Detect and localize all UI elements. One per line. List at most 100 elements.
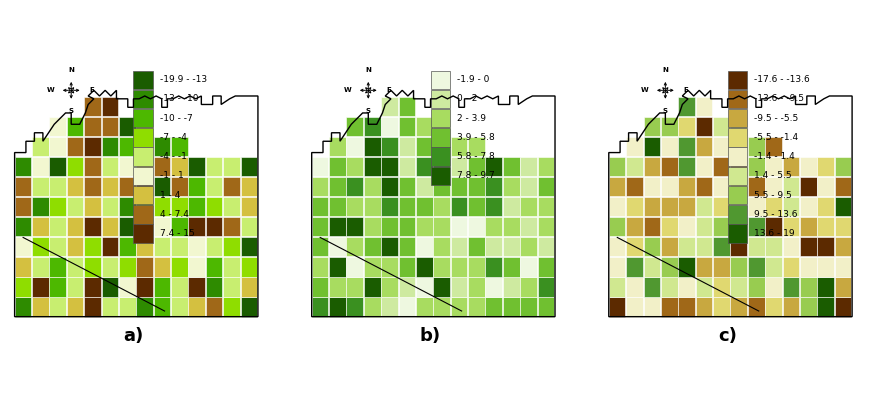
- Bar: [643, 197, 660, 217]
- Bar: [136, 157, 153, 176]
- Bar: [537, 298, 553, 317]
- Bar: [678, 157, 695, 176]
- Bar: [433, 257, 450, 276]
- Bar: [119, 117, 135, 136]
- Bar: [346, 277, 363, 297]
- Bar: [727, 167, 746, 185]
- Bar: [101, 157, 118, 176]
- Bar: [346, 197, 363, 217]
- Bar: [626, 217, 642, 236]
- Bar: [346, 137, 363, 156]
- Bar: [223, 277, 240, 297]
- Bar: [67, 157, 83, 176]
- Bar: [433, 117, 450, 136]
- Bar: [660, 177, 677, 196]
- Bar: [643, 137, 660, 156]
- Bar: [713, 237, 729, 256]
- Bar: [485, 277, 502, 297]
- Bar: [171, 137, 188, 156]
- Bar: [485, 157, 502, 176]
- Bar: [311, 277, 328, 297]
- Bar: [816, 157, 833, 176]
- Bar: [816, 277, 833, 297]
- Text: 9.5 - 13.6: 9.5 - 13.6: [754, 210, 797, 219]
- Bar: [519, 177, 536, 196]
- Bar: [608, 197, 625, 217]
- Bar: [240, 157, 257, 176]
- Bar: [468, 157, 485, 176]
- Text: -1 - 1: -1 - 1: [160, 171, 184, 180]
- Bar: [799, 217, 815, 236]
- Bar: [519, 277, 536, 297]
- Bar: [84, 298, 101, 317]
- Bar: [608, 298, 625, 317]
- Bar: [626, 177, 642, 196]
- Bar: [781, 298, 798, 317]
- Bar: [32, 177, 48, 196]
- Bar: [364, 177, 380, 196]
- Text: -5.5 - -1.4: -5.5 - -1.4: [754, 133, 797, 142]
- Bar: [643, 217, 660, 236]
- Bar: [240, 298, 257, 317]
- Bar: [781, 257, 798, 276]
- Bar: [643, 177, 660, 196]
- Bar: [206, 217, 223, 236]
- Bar: [189, 157, 205, 176]
- Bar: [119, 157, 135, 176]
- Text: 2 - 3.9: 2 - 3.9: [457, 114, 485, 123]
- Bar: [189, 277, 205, 297]
- Bar: [171, 197, 188, 217]
- Bar: [608, 237, 625, 256]
- Bar: [189, 217, 205, 236]
- Bar: [643, 257, 660, 276]
- Bar: [101, 137, 118, 156]
- Bar: [206, 277, 223, 297]
- Bar: [816, 257, 833, 276]
- Bar: [799, 257, 815, 276]
- Bar: [364, 237, 380, 256]
- Bar: [154, 257, 170, 276]
- Bar: [485, 197, 502, 217]
- Bar: [49, 117, 66, 136]
- Bar: [764, 177, 781, 196]
- Bar: [660, 277, 677, 297]
- Bar: [485, 177, 502, 196]
- Text: W: W: [343, 88, 351, 93]
- Bar: [398, 257, 415, 276]
- Bar: [834, 157, 850, 176]
- Bar: [816, 197, 833, 217]
- Bar: [84, 117, 101, 136]
- Bar: [678, 298, 695, 317]
- Bar: [311, 177, 328, 196]
- Bar: [430, 90, 450, 108]
- Bar: [451, 217, 467, 236]
- Bar: [451, 137, 467, 156]
- Bar: [119, 298, 135, 317]
- Bar: [834, 277, 850, 297]
- Bar: [764, 257, 781, 276]
- Bar: [764, 217, 781, 236]
- Text: c): c): [717, 328, 737, 346]
- Bar: [101, 257, 118, 276]
- Bar: [133, 167, 153, 185]
- Bar: [101, 97, 118, 116]
- Bar: [816, 298, 833, 317]
- Bar: [468, 277, 485, 297]
- Text: 5.8 - 7.8: 5.8 - 7.8: [457, 152, 494, 161]
- Bar: [398, 157, 415, 176]
- Bar: [502, 237, 519, 256]
- Bar: [834, 298, 850, 317]
- Bar: [133, 128, 153, 147]
- Bar: [398, 277, 415, 297]
- Bar: [730, 217, 746, 236]
- Bar: [206, 177, 223, 196]
- Bar: [311, 217, 328, 236]
- Bar: [398, 217, 415, 236]
- Bar: [49, 137, 66, 156]
- Bar: [747, 197, 763, 217]
- Bar: [133, 70, 153, 89]
- Bar: [101, 217, 118, 236]
- Text: -17.6 - -13.6: -17.6 - -13.6: [754, 75, 809, 84]
- Bar: [223, 177, 240, 196]
- Bar: [14, 177, 31, 196]
